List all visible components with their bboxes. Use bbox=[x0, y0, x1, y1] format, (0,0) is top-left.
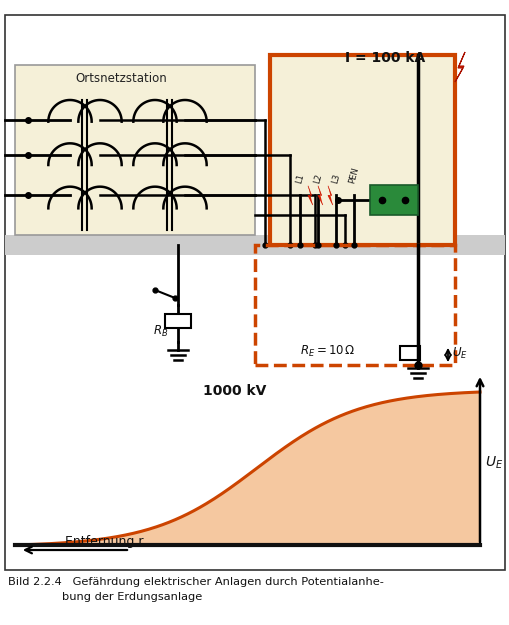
Text: L2: L2 bbox=[312, 173, 323, 185]
Polygon shape bbox=[318, 186, 322, 205]
Polygon shape bbox=[454, 52, 464, 82]
Text: 1000 kV: 1000 kV bbox=[203, 384, 266, 398]
Polygon shape bbox=[15, 392, 479, 545]
Text: $R_B$: $R_B$ bbox=[153, 324, 168, 339]
Text: L3: L3 bbox=[330, 173, 341, 185]
Bar bbox=[15, 382, 479, 545]
Text: $R_E = 10\,\Omega$: $R_E = 10\,\Omega$ bbox=[299, 344, 355, 359]
Text: $U_E$: $U_E$ bbox=[484, 455, 502, 471]
Bar bbox=[5, 15, 504, 570]
Bar bbox=[5, 235, 504, 255]
Polygon shape bbox=[327, 186, 332, 205]
Text: Ortsnetzstation: Ortsnetzstation bbox=[75, 71, 166, 84]
Bar bbox=[369, 185, 417, 215]
Bar bbox=[399, 346, 419, 360]
Text: L1: L1 bbox=[294, 173, 305, 185]
Text: Entfernung r: Entfernung r bbox=[65, 535, 143, 548]
Bar bbox=[15, 65, 254, 235]
Bar bbox=[165, 314, 191, 328]
Polygon shape bbox=[307, 186, 312, 205]
Text: PEN: PEN bbox=[347, 166, 360, 185]
Text: Bild 2.2.4   Gefährdung elektrischer Anlagen durch Potentialanhe-: Bild 2.2.4 Gefährdung elektrischer Anlag… bbox=[8, 577, 383, 587]
Text: bung der Erdungsanlage: bung der Erdungsanlage bbox=[62, 592, 202, 602]
Bar bbox=[269, 55, 454, 245]
Text: $U_E$: $U_E$ bbox=[451, 346, 467, 361]
Bar bbox=[254, 245, 454, 365]
Text: I = 100 kA: I = 100 kA bbox=[344, 51, 425, 65]
